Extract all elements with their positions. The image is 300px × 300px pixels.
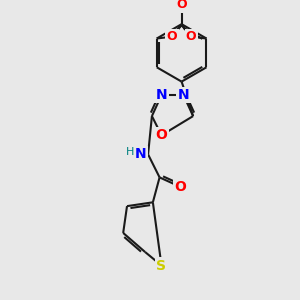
Text: H: H [126,146,134,157]
Text: N: N [135,147,146,161]
Text: O: O [156,128,167,142]
Text: S: S [157,259,166,272]
Text: O: O [167,30,177,43]
Text: N: N [178,88,189,102]
Text: O: O [176,0,187,11]
Text: N: N [156,88,167,102]
Text: O: O [186,30,196,43]
Text: O: O [175,180,187,194]
